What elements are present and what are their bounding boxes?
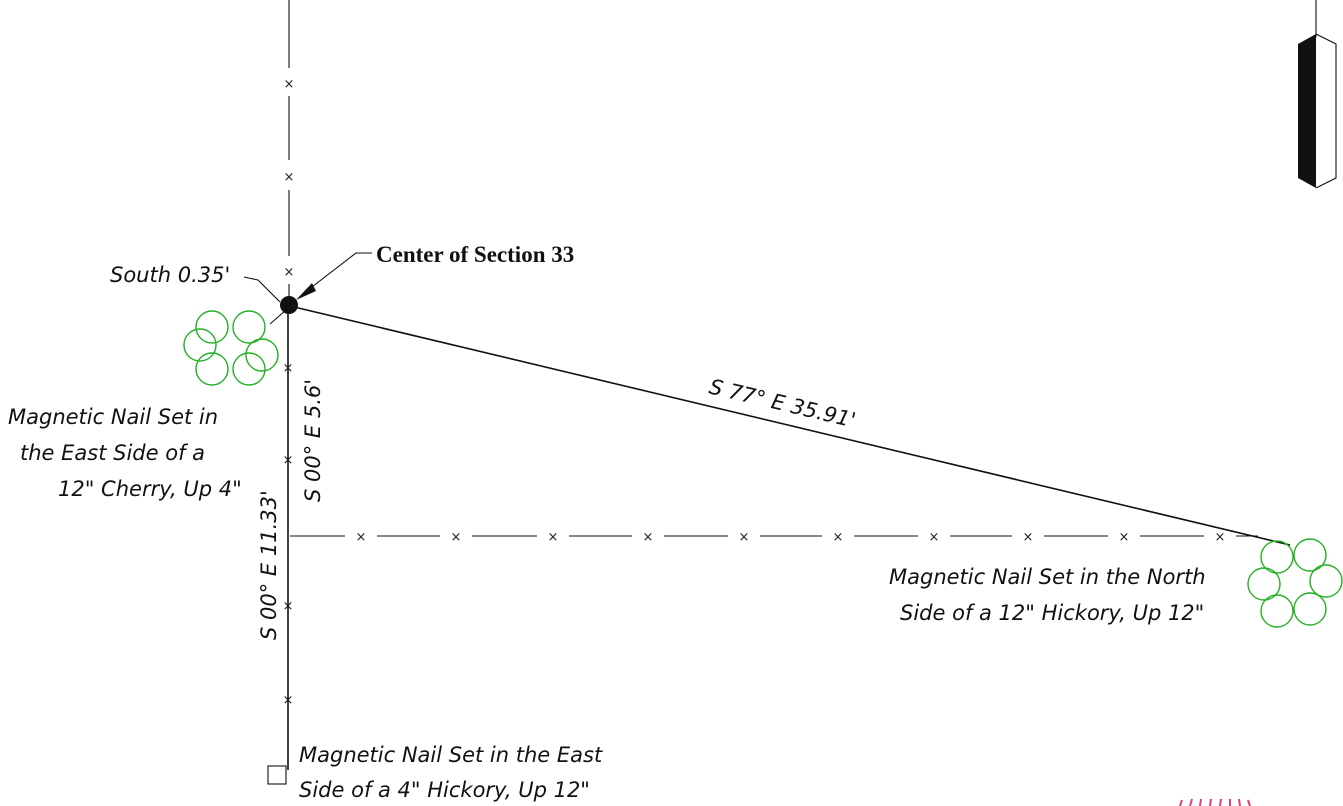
monument-dot-icon xyxy=(280,296,298,314)
fence-x-marker: × xyxy=(929,530,940,545)
fence-x-marker: × xyxy=(283,599,294,614)
south-survey-line: × × × × xyxy=(283,306,294,770)
fence-x-marker: × xyxy=(356,530,367,545)
fence-x-marker: × xyxy=(283,693,294,708)
center-callout: Center of Section 33 xyxy=(296,242,574,300)
fence-x-marker: × xyxy=(283,453,294,468)
fence-x-marker: × xyxy=(1119,530,1130,545)
fence-x-marker: × xyxy=(284,170,295,185)
fence-x-marker: × xyxy=(1215,530,1226,545)
tie-line-diagonal xyxy=(289,305,1291,546)
fence-x-marker: × xyxy=(739,530,750,545)
east-fence-line: × × × × × × × × × × xyxy=(290,530,1258,545)
note-line: Magnetic Nail Set in xyxy=(8,405,218,429)
fence-x-marker: × xyxy=(451,530,462,545)
fence-x-marker: × xyxy=(283,361,294,376)
fence-x-marker: × xyxy=(1023,530,1034,545)
tree-symbol-icon xyxy=(183,310,279,386)
hickory-east-witness-note: Magnetic Nail Set in the East Side of a … xyxy=(299,743,603,802)
note-line: the East Side of a xyxy=(20,441,205,465)
fence-x-marker: × xyxy=(284,77,295,92)
hickory-north-witness-note: Magnetic Nail Set in the North Side of a… xyxy=(889,565,1206,625)
fence-x-marker: × xyxy=(284,265,295,280)
note-line: Magnetic Nail Set in the North xyxy=(889,565,1206,589)
corner-box-icon xyxy=(267,765,287,785)
note-line: Side of a 12" Hickory, Up 12" xyxy=(900,601,1204,625)
note-line: Side of a 4" Hickory, Up 12" xyxy=(299,778,590,802)
tree-symbol-icon xyxy=(1247,538,1343,628)
fence-x-marker: × xyxy=(643,530,654,545)
fence-x-marker: × xyxy=(548,530,559,545)
offset-label: South 0.35' xyxy=(110,263,230,287)
north-fence-line: × × × xyxy=(284,0,295,296)
cherry-tie-line xyxy=(269,309,287,325)
fence-x-marker: × xyxy=(833,530,844,545)
cherry-witness-note: Magnetic Nail Set in the East Side of a … xyxy=(8,405,242,501)
bearing-short-vertical-label: S 00° E 5.6' xyxy=(301,379,325,502)
bearing-long-vertical-label: S 00° E 11.33' xyxy=(257,490,281,640)
note-line: Magnetic Nail Set in the East xyxy=(299,743,603,767)
offset-callout: South 0.35' xyxy=(110,263,281,303)
center-label: Center of Section 33 xyxy=(376,242,574,267)
note-line: 12" Cherry, Up 4" xyxy=(58,477,242,501)
stamp-fragment xyxy=(1179,798,1251,806)
north-arrow-icon xyxy=(1298,0,1337,189)
